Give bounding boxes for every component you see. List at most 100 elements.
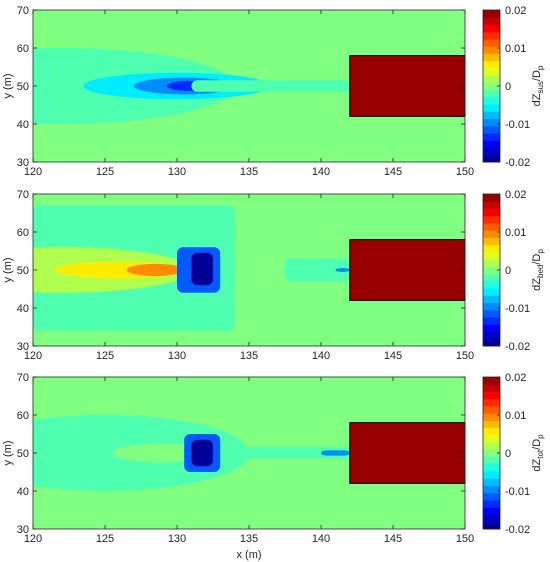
colorbar-tick-label: -0.02	[505, 524, 530, 536]
colorbar-tick-label: 0.02	[505, 372, 526, 384]
colorbar-segment	[483, 471, 500, 479]
colorbar-segment	[483, 147, 500, 156]
colorbar-segment	[483, 384, 500, 392]
colorbar-segment	[483, 288, 500, 296]
colorbar-segment	[483, 222, 500, 231]
chart-panel-suspended: 120 125 130 135 140 145 150 30 40 50 60 70 y (m) 0.02…	[2, 5, 545, 178]
colorbar: 0.02 0.01 0 -0.01 -0.02 dZsus/Dp	[482, 5, 545, 169]
colorbar-segment	[483, 259, 500, 267]
y-tick-label: 50	[17, 81, 29, 93]
colorbar-segment	[483, 133, 500, 141]
colorbar-segment	[483, 24, 500, 33]
colorbar-label-main: dZ	[531, 278, 543, 291]
structure-block	[349, 239, 466, 301]
y-tick-label: 30	[17, 157, 29, 169]
colorbar-segment	[483, 273, 500, 282]
x-tick-label: 150	[456, 166, 474, 178]
x-tick-label: 140	[312, 533, 330, 545]
x-tick-label: 140	[312, 350, 330, 362]
contour-region-5	[191, 252, 213, 286]
y-tick-label: 70	[17, 5, 29, 17]
colorbar-segment	[483, 194, 500, 202]
colorbar-label-denominator: /D	[531, 439, 543, 450]
y-tick-label: 30	[17, 524, 29, 536]
colorbar-segment	[483, 420, 500, 429]
colorbar-tick-label: 0.01	[505, 43, 526, 55]
colorbar-segment	[483, 38, 500, 47]
colorbar-label-subscript: tot	[536, 449, 545, 459]
colorbar-segment	[483, 377, 500, 385]
colorbar-segment	[483, 75, 500, 83]
colorbar-segment	[483, 31, 500, 40]
colorbar-tick-label: 0.01	[505, 227, 526, 239]
contour-region-3	[126, 263, 185, 277]
colorbar-label-denominator-subscript: p	[536, 65, 545, 70]
colorbar-segment	[483, 413, 500, 421]
x-tick-label: 125	[96, 533, 114, 545]
x-axis-label: x (m)	[236, 549, 261, 561]
colorbar-tick-label: 0	[505, 81, 511, 93]
colorbar-segment	[483, 201, 500, 209]
colorbar-label-denominator: /D	[531, 254, 543, 265]
colorbar-segment	[483, 449, 500, 458]
y-tick-label: 60	[17, 227, 29, 239]
colorbar-segment	[483, 60, 500, 69]
colorbar-segment	[483, 338, 500, 347]
colorbar-segment	[483, 96, 500, 105]
x-tick-label: 120	[24, 533, 42, 545]
colorbar-segment	[483, 478, 500, 487]
y-tick-label: 50	[17, 265, 29, 277]
colorbar-segment	[483, 331, 500, 340]
y-tick-label: 70	[17, 189, 29, 201]
y-tick-label: 50	[17, 448, 29, 460]
x-tick-label: 130	[168, 350, 186, 362]
colorbar-segment	[483, 215, 500, 224]
colorbar-tick-label: -0.02	[505, 341, 530, 353]
x-tick-label: 135	[240, 166, 258, 178]
colorbar-tick-label: 0.02	[505, 189, 526, 201]
contour-region-4	[191, 80, 350, 92]
colorbar-segment	[483, 521, 500, 530]
colorbar-segment	[483, 67, 500, 76]
colorbar-segment	[483, 405, 500, 414]
contour-region-7	[335, 268, 350, 272]
colorbar-tick-label: -0.02	[505, 157, 530, 169]
colorbar-segment	[483, 324, 500, 333]
colorbar-segment	[483, 295, 500, 304]
colorbar-segment	[483, 237, 500, 246]
colorbar-segment	[483, 17, 500, 25]
colorbar-segment	[483, 398, 500, 407]
x-tick-label: 130	[168, 166, 186, 178]
colorbar-tick-label: 0.02	[505, 5, 526, 17]
colorbar: 0.02 0.01 0 -0.01 -0.02 dZbed/Dp	[482, 189, 545, 353]
colorbar-segment	[483, 456, 500, 465]
colorbar-segment	[483, 104, 500, 112]
colorbar-label: dZtot/Dp	[531, 434, 545, 472]
x-tick-label: 150	[456, 350, 474, 362]
x-tick-label: 145	[384, 350, 402, 362]
colorbar-segment	[483, 53, 500, 62]
colorbar-tick-label: 0.01	[505, 410, 526, 422]
x-tick-label: 125	[96, 350, 114, 362]
colorbar: 0.02 0.01 0 -0.01 -0.02 dZtot/Dp	[482, 372, 545, 536]
x-tick-label: 145	[384, 533, 402, 545]
y-tick-label: 70	[17, 372, 29, 384]
x-tick-label: 125	[96, 166, 114, 178]
colorbar-segment	[483, 309, 500, 318]
y-axis-label: y (m)	[2, 440, 14, 465]
colorbar-segment	[483, 46, 500, 54]
colorbar-segment	[483, 507, 500, 516]
colorbar-label-denominator-subscript: p	[536, 434, 545, 439]
x-tick-label: 135	[240, 350, 258, 362]
y-tick-label: 30	[17, 341, 29, 353]
y-tick-label: 40	[17, 486, 29, 498]
colorbar-segment	[483, 125, 500, 134]
colorbar-label-denominator: /D	[531, 70, 543, 81]
contour-region-6	[285, 258, 350, 282]
colorbar-label-main: dZ	[531, 458, 543, 471]
x-tick-label: 120	[24, 350, 42, 362]
x-tick-label: 120	[24, 166, 42, 178]
colorbar-segment	[483, 302, 500, 311]
structure-block	[349, 55, 466, 117]
